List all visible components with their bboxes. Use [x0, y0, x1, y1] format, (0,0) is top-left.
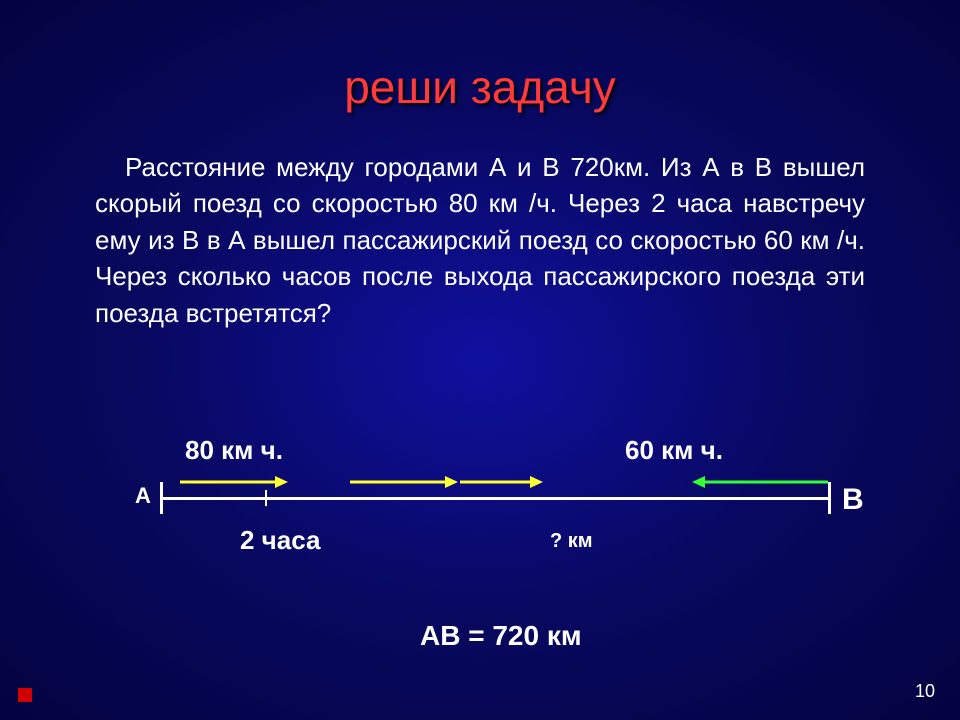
distance-line: [160, 497, 830, 500]
arrow-yellow-2-icon: [350, 472, 460, 492]
page-number: 10: [915, 681, 935, 702]
speed-left-label: 80 км ч.: [185, 435, 283, 466]
problem-text: Расстояние между городами А и В 720км. И…: [0, 114, 960, 331]
point-B-label: В: [842, 483, 864, 517]
distance-diagram: 80 км ч. 60 км ч. А В 2 часа ? км: [150, 435, 850, 585]
time-label: 2 часа: [240, 525, 320, 556]
speed-right-label: 60 км ч.: [625, 435, 723, 466]
tick-B: [828, 482, 831, 514]
point-A-label: А: [135, 483, 151, 509]
unknown-distance-label: ? км: [550, 530, 593, 553]
arrow-green-icon: [690, 472, 830, 492]
tick-mid: [265, 490, 267, 506]
arrow-yellow-3-icon: [460, 472, 545, 492]
total-distance-label: АВ = 720 км: [420, 620, 582, 652]
slide-marker-icon: [18, 688, 32, 702]
arrow-yellow-1-icon: [180, 472, 290, 492]
slide-title: реши задачу: [0, 0, 960, 114]
tick-A: [160, 482, 163, 514]
